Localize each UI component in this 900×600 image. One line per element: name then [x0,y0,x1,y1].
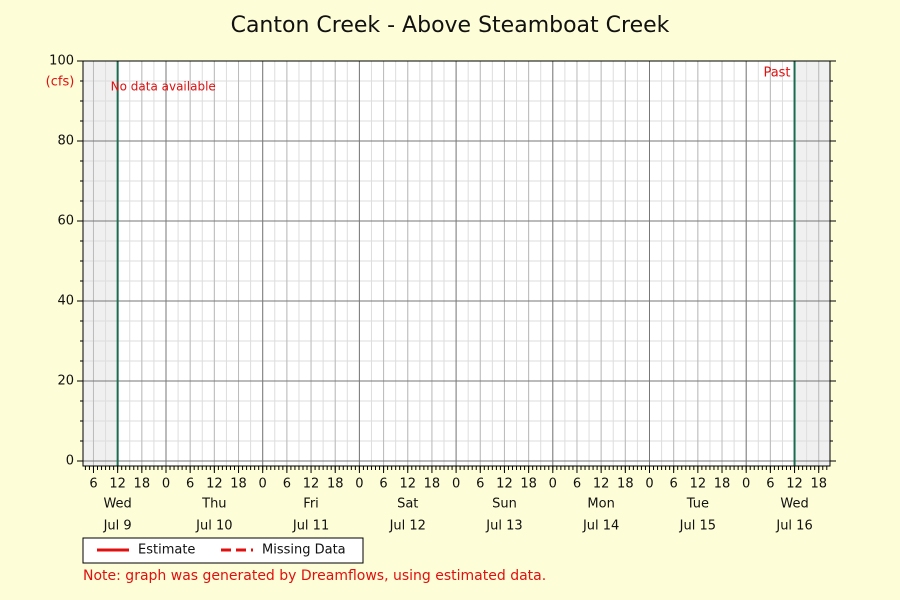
x-tick-label: 18 [520,477,537,492]
x-day-label: Tue [686,497,709,512]
x-tick-label: 12 [593,477,610,492]
x-tick-label: 6 [670,477,678,492]
y-tick-label: 20 [57,374,74,389]
x-date-label: Jul 14 [582,519,619,534]
x-tick-label: 18 [134,477,151,492]
y-tick-label: 80 [57,134,74,149]
y-tick-label: 40 [57,294,74,309]
x-tick-label: 6 [186,477,194,492]
x-tick-label: 0 [259,477,267,492]
x-day-label: Sat [397,497,418,512]
x-day-label: Sun [492,497,517,512]
x-date-label: Jul 15 [679,519,716,534]
x-tick-label: 12 [109,477,126,492]
x-tick-label: 0 [355,477,363,492]
x-tick-label: 18 [230,477,247,492]
x-date-label: Jul 16 [775,519,812,534]
x-tick-label: 6 [379,477,387,492]
x-date-label: Jul 13 [485,519,522,534]
shaded-region [794,61,830,466]
x-tick-label: 12 [786,477,803,492]
x-tick-label: 12 [690,477,707,492]
x-tick-label: 12 [496,477,513,492]
plot-border [82,60,831,467]
x-tick-label: 18 [424,477,441,492]
annotation: Past [763,66,790,81]
x-tick-label: 18 [327,477,344,492]
x-tick-label: 18 [714,477,731,492]
x-tick-label: 0 [452,477,460,492]
x-tick-label: 0 [162,477,170,492]
legend-label: Missing Data [262,543,346,558]
y-tick-label: 60 [57,214,74,229]
x-tick-label: 6 [283,477,291,492]
x-day-label: Thu [201,497,226,512]
x-day-label: Wed [780,497,808,512]
x-tick-label: 6 [766,477,774,492]
x-tick-label: 0 [549,477,557,492]
x-tick-label: 12 [399,477,416,492]
x-tick-label: 6 [476,477,484,492]
x-tick-label: 18 [617,477,634,492]
x-day-label: Mon [587,497,614,512]
x-date-label: Jul 12 [389,519,426,534]
y-axis-unit: (cfs) [46,75,75,90]
x-tick-label: 12 [303,477,320,492]
y-tick-label: 0 [66,454,74,469]
x-tick-label: 12 [206,477,223,492]
x-date-label: Jul 11 [292,519,329,534]
x-date-label: Jul 10 [195,519,232,534]
note: Note: graph was generated by Dreamflows,… [83,568,546,584]
x-tick-label: 0 [742,477,750,492]
legend-label: Estimate [138,543,195,558]
x-day-label: Fri [303,497,319,512]
y-tick-label: 100 [49,54,74,69]
x-tick-label: 6 [573,477,581,492]
x-day-label: Wed [103,497,131,512]
x-tick-label: 18 [810,477,827,492]
annotation: No data available [111,80,216,94]
x-tick-label: 6 [89,477,97,492]
shaded-region [83,61,118,466]
x-date-label: Jul 9 [103,519,132,534]
chart-title: Canton Creek - Above Steamboat Creek [231,13,670,38]
x-tick-label: 0 [645,477,653,492]
